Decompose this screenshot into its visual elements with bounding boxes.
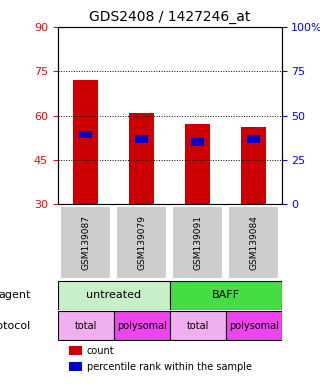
Text: percentile rank within the sample: percentile rank within the sample [87, 362, 252, 372]
Text: total: total [75, 321, 97, 331]
FancyBboxPatch shape [58, 281, 170, 310]
FancyBboxPatch shape [58, 311, 114, 340]
Text: polysomal: polysomal [229, 321, 278, 331]
Bar [247, 136, 260, 143]
FancyBboxPatch shape [116, 206, 167, 278]
Text: GSM139084: GSM139084 [249, 215, 258, 270]
Text: total: total [187, 321, 209, 331]
Bar [135, 136, 148, 143]
Text: BAFF: BAFF [212, 290, 240, 300]
Text: protocol: protocol [0, 321, 31, 331]
Text: polysomal: polysomal [117, 321, 166, 331]
FancyBboxPatch shape [228, 206, 279, 278]
Bar [191, 138, 204, 146]
FancyBboxPatch shape [226, 311, 282, 340]
FancyBboxPatch shape [170, 311, 226, 340]
Bar [69, 346, 82, 355]
FancyBboxPatch shape [170, 281, 282, 310]
FancyBboxPatch shape [172, 206, 223, 278]
Text: GSM139079: GSM139079 [137, 215, 146, 270]
Text: count: count [87, 346, 114, 356]
Text: GSM139087: GSM139087 [81, 215, 90, 270]
FancyBboxPatch shape [114, 311, 170, 340]
FancyBboxPatch shape [60, 206, 111, 278]
Bar [241, 127, 266, 204]
Bar [73, 80, 98, 204]
Text: agent: agent [0, 290, 31, 300]
Text: untreated: untreated [86, 290, 141, 300]
Bar [129, 113, 154, 204]
Bar [79, 131, 92, 138]
Text: GSM139091: GSM139091 [193, 215, 202, 270]
Title: GDS2408 / 1427246_at: GDS2408 / 1427246_at [89, 10, 250, 25]
Bar [185, 124, 210, 204]
Bar [69, 362, 82, 371]
